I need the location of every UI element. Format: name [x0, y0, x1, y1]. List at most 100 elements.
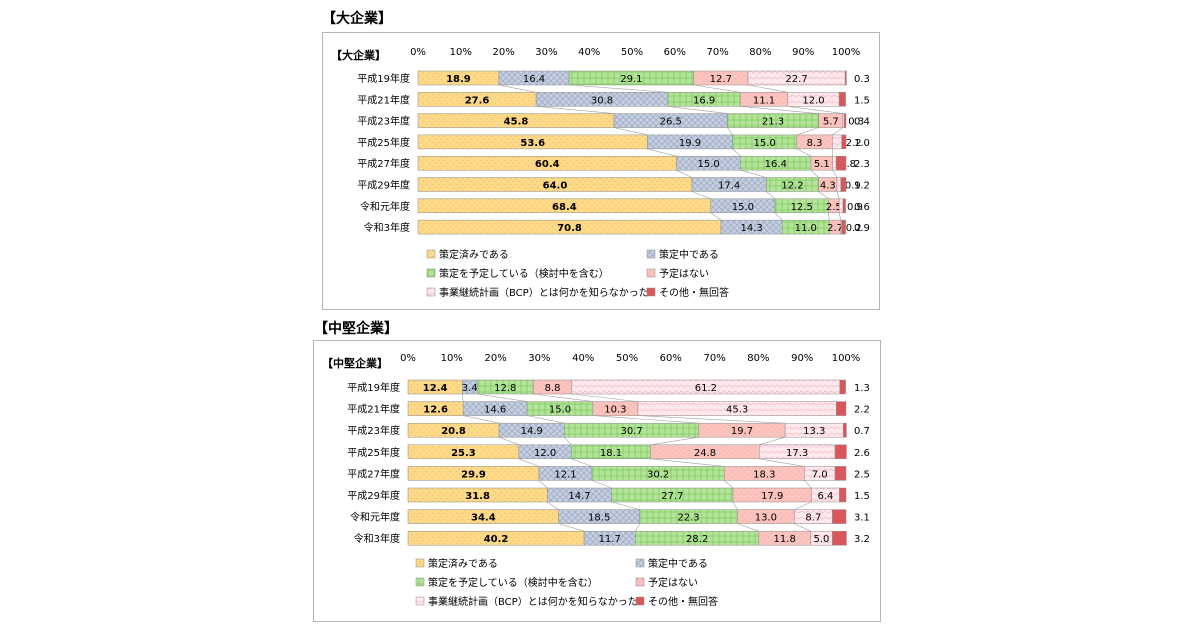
data-label: 30.8	[591, 95, 613, 106]
connector-line	[794, 523, 811, 532]
data-label: 2.7	[827, 223, 843, 234]
data-label: 18.3	[753, 469, 775, 480]
category-label: 平成23年度	[357, 115, 410, 128]
connector-line	[477, 393, 528, 402]
x-tick-label: 100%	[832, 353, 861, 364]
connector-line	[810, 169, 819, 178]
x-tick-label: 0%	[400, 353, 416, 364]
connector-line	[759, 458, 805, 467]
bar-segment-6	[841, 134, 847, 150]
connector-line	[727, 127, 733, 136]
connector-line	[613, 127, 648, 136]
data-label: 1.3	[854, 383, 870, 394]
connector-line	[635, 523, 640, 532]
connector-line	[518, 458, 540, 467]
connector-line	[759, 436, 786, 446]
connector-line	[740, 169, 767, 178]
data-label: 1.0	[854, 138, 870, 149]
x-tick-label: 90%	[792, 47, 814, 58]
data-label: 18.1	[600, 448, 622, 459]
legend-swatch	[426, 287, 436, 297]
data-label: 14.3	[740, 223, 762, 234]
data-label: 2.5	[854, 469, 870, 480]
connector-line	[710, 212, 722, 221]
category-label: 平成27年度	[347, 467, 400, 480]
data-label: 13.3	[803, 426, 825, 437]
data-label: 15.0	[732, 202, 754, 213]
data-label: 27.7	[661, 491, 683, 502]
data-label: 68.4	[552, 202, 577, 213]
data-label: 30.7	[620, 426, 642, 437]
category-label: 令和元年度	[350, 511, 400, 524]
category-label: 平成23年度	[347, 424, 400, 437]
data-label: 12.0	[534, 448, 556, 459]
data-label: 12.1	[554, 469, 576, 480]
bar-segment-6	[832, 509, 847, 524]
data-label: 12.7	[710, 74, 732, 85]
legend-label: 事業継続計画（BCP）とは何かを知らなかった	[439, 286, 649, 299]
chart-panel-medium: 【中堅企業】 0% 10% 20% 30% 40% 50% 60% 70% 80% 90% 100% 平…	[313, 340, 881, 622]
data-label: 14.9	[521, 426, 543, 437]
data-label: 20.8	[441, 426, 466, 437]
connector-line	[650, 436, 699, 446]
connector-line	[647, 148, 677, 157]
data-label: 60.4	[535, 159, 560, 170]
data-label: 17.4	[718, 181, 740, 192]
connector-line	[832, 127, 844, 136]
connector-line	[527, 415, 565, 424]
legend-swatch	[415, 577, 425, 587]
data-label: 12.4	[423, 383, 448, 394]
data-label: 1.2	[854, 181, 870, 192]
bar-segment-6	[834, 444, 847, 460]
data-label: 2.2	[854, 405, 870, 416]
bar-segment-6	[843, 422, 847, 438]
data-label: 0.4	[854, 117, 870, 128]
connector-line	[804, 480, 812, 489]
bar-segment-6	[836, 401, 847, 416]
data-label: 8.3	[807, 138, 823, 149]
bar-segment-6	[844, 113, 847, 128]
legend-label: 予定はない	[648, 576, 698, 589]
x-tick-label: 50%	[621, 47, 643, 58]
connector-line	[498, 84, 537, 93]
connector-line	[564, 436, 572, 446]
chart-corner-label: 【大企業】	[331, 48, 386, 62]
data-label: 45.8	[504, 117, 529, 128]
connector-line	[693, 84, 741, 93]
data-label: 1.5	[854, 491, 870, 502]
data-label: 7.0	[812, 469, 828, 480]
data-label: 15.0	[697, 159, 719, 170]
x-tick-label: 40%	[578, 47, 600, 58]
connector-line	[766, 191, 776, 200]
legend-label: 事業継続計画（BCP）とは何かを知らなかった	[428, 595, 638, 608]
x-tick-label: 40%	[572, 353, 594, 364]
data-label: 12.6	[423, 405, 448, 416]
legend-label: 策定済みである	[439, 248, 509, 261]
connector-line	[667, 106, 728, 114]
data-label: 1.5	[854, 95, 870, 106]
chart-panel-large: 【大企業】 0% 10% 20% 30% 40% 50% 60% 70% 80% 90% 100% 平成…	[322, 32, 880, 310]
bar-segment-6	[832, 530, 847, 546]
connector-line	[569, 84, 668, 93]
section-title-large: 【大企業】	[322, 11, 392, 27]
connector-line	[838, 212, 842, 221]
data-label: 0.3	[854, 74, 870, 85]
chart-corner-label: 【中堅企業】	[322, 356, 388, 370]
legend-swatch	[635, 558, 645, 568]
data-label: 45.3	[726, 405, 748, 416]
data-label: 6.4	[817, 491, 833, 502]
legend-swatch	[415, 558, 425, 568]
connector-line	[538, 480, 548, 489]
connector-line	[650, 458, 725, 467]
data-label: 19.9	[679, 138, 701, 149]
data-label: 3.1	[854, 513, 870, 524]
data-label: 12.0	[802, 95, 824, 106]
x-tick-label: 30%	[535, 47, 557, 58]
legend-swatch	[635, 577, 645, 587]
data-label: 34.4	[471, 513, 496, 524]
bar-segment-6	[840, 177, 847, 192]
connector-line	[691, 191, 711, 200]
x-tick-label: 70%	[703, 353, 725, 364]
bar-segment-6	[838, 92, 846, 107]
category-label: 平成21年度	[357, 93, 410, 106]
